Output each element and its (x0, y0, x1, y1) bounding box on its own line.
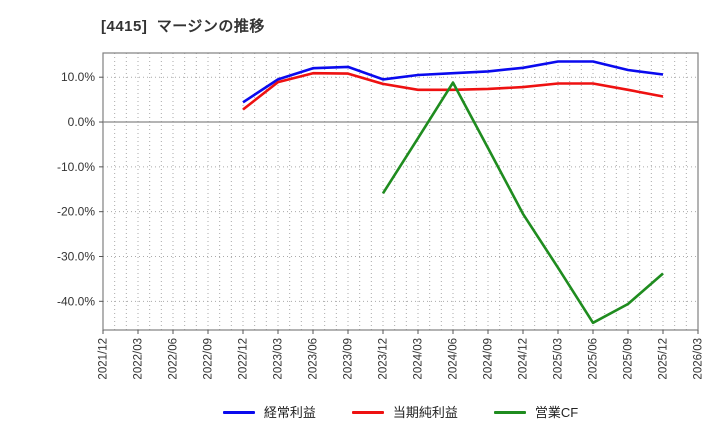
y-tick-label: -20.0% (57, 205, 95, 219)
x-tick-label: 2025/09 (623, 338, 635, 380)
x-tick-label: 2021/12 (98, 338, 110, 380)
gridlines (103, 53, 698, 330)
x-tick-label: 2025/12 (658, 338, 670, 380)
legend-item-1: 当期純利益 (351, 405, 458, 420)
y-axis-labels: 10.0% 0.0% -10.0% -20.0% -30.0% -40.0% (57, 70, 103, 308)
legend: 経常利益 当期純利益 営業CF (103, 406, 698, 419)
y-tick-label: -10.0% (57, 160, 95, 174)
x-tick-label: 2023/03 (273, 338, 285, 380)
x-tick-label: 2023/06 (308, 338, 320, 380)
y-tick-label: 0.0% (68, 115, 96, 129)
legend-line-icon (351, 411, 384, 414)
y-tick-label: -30.0% (57, 249, 95, 263)
legend-item-2: 営業CF (493, 405, 579, 420)
legend-label: 経常利益 (263, 405, 316, 420)
series-line-0 (242, 60, 664, 104)
x-tick-label: 2022/03 (133, 338, 145, 380)
y-tick-label: -40.0% (57, 294, 95, 308)
x-tick-label: 2025/03 (553, 338, 565, 380)
x-tick-label: 2026/03 (693, 338, 705, 380)
x-tick-label: 2022/06 (168, 338, 180, 380)
x-tick-label: 2023/12 (378, 338, 390, 380)
legend-label: 営業CF (534, 405, 579, 420)
legend-label: 当期純利益 (392, 405, 458, 420)
plot-border (102, 52, 699, 331)
series-line-1 (242, 71, 664, 111)
x-tick-label: 2024/03 (413, 338, 425, 380)
x-tick-label: 2022/09 (203, 338, 215, 380)
x-tick-label: 2024/12 (518, 338, 530, 380)
x-tick-label: 2022/12 (238, 338, 250, 380)
x-tick-label: 2024/09 (483, 338, 495, 380)
legend-item-0: 経常利益 (222, 405, 316, 420)
x-axis-labels: 2021/12 2022/03 2022/06 2022/09 2022/12 2023/… (98, 330, 705, 380)
x-tick-label: 2025/06 (588, 338, 600, 380)
chart-title: [4415] マージンの推移 (101, 18, 265, 35)
series-line-2 (381, 81, 664, 325)
x-tick-label: 2023/09 (343, 338, 355, 380)
legend-line-icon (493, 411, 526, 414)
legend-line-icon (222, 411, 255, 414)
x-tick-label: 2024/06 (448, 338, 460, 380)
y-tick-label: 10.0% (61, 70, 95, 84)
